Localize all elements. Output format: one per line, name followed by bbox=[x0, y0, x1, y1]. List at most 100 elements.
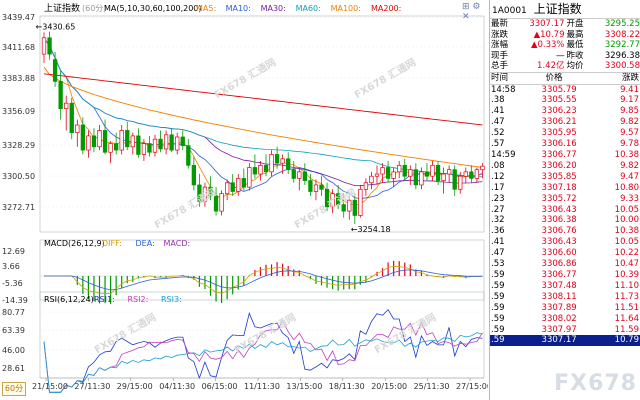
tick-price: 3306.60 bbox=[541, 248, 577, 259]
tick-row[interactable]: .32 3306.38 10.00 bbox=[490, 215, 640, 226]
settings-icon[interactable]: ⚙ bbox=[472, 2, 481, 12]
period-button[interactable]: 60分 bbox=[2, 382, 26, 396]
macd-axis-label: 12.69 bbox=[2, 247, 25, 256]
tick-time: .41 bbox=[491, 237, 505, 248]
tick-row[interactable]: .47 3306.21 9.82 bbox=[490, 117, 640, 128]
rsi-legend-item: RSI3: bbox=[161, 295, 182, 304]
candle-body bbox=[413, 169, 418, 186]
rsi1-line bbox=[43, 308, 483, 393]
time-axis-label: 06/15:00 bbox=[202, 382, 238, 391]
tick-row[interactable]: .59 3308.11 11.73 bbox=[490, 292, 640, 303]
ma-legend-item: MA60: bbox=[296, 4, 321, 13]
tick-row[interactable]: .41 3306.43 10.05 bbox=[490, 237, 640, 248]
symbol-code: 1A0001 bbox=[492, 6, 527, 16]
kline-chart-pane[interactable]: 上证指数 (60分) MA(5,10,30,60,100,200) MA5: MA10:… bbox=[0, 0, 488, 400]
candle-body bbox=[175, 136, 180, 151]
price-axis-label: 3383.88 bbox=[2, 74, 35, 83]
quote-row: 涨跌 ▲10.79 最高 3308.22 bbox=[490, 30, 640, 41]
tick-row[interactable]: .59 3307.97 11.59 bbox=[490, 325, 640, 336]
ma100-line bbox=[43, 66, 483, 168]
tick-change: 10.80 bbox=[614, 182, 639, 193]
candle-body bbox=[363, 182, 369, 190]
tick-price: 3307.89 bbox=[541, 302, 577, 313]
tick-row[interactable]: .59 3308.02 11.64 bbox=[490, 314, 640, 325]
rsi-axis-label: 80.77 bbox=[2, 308, 25, 317]
tick-time: .32 bbox=[491, 215, 505, 226]
time-axis-label: 21/15:00 bbox=[32, 382, 68, 391]
candle-body bbox=[347, 199, 352, 212]
quote-row: 涨幅 ▲0.33% 最低 3292.77 bbox=[490, 40, 640, 51]
candle-body bbox=[441, 173, 446, 181]
tick-row[interactable]: .59 3307.48 11.10 bbox=[490, 281, 640, 292]
symbol-name: 上证指数 bbox=[533, 2, 582, 16]
tick-time: .27 bbox=[491, 204, 505, 215]
rsi-legend-item: RSI1: bbox=[94, 295, 115, 304]
tick-price: 3305.85 bbox=[541, 171, 577, 182]
tick-row[interactable]: 14:59 3306.77 10.38 bbox=[490, 150, 640, 161]
candle-body bbox=[336, 193, 341, 205]
tick-list[interactable]: 14:58 3305.79 9.41 .38 3305.55 9.17 .41 3306.23… bbox=[490, 85, 640, 347]
candle-body bbox=[202, 186, 208, 202]
tick-time: .59 bbox=[491, 269, 505, 280]
tick-row[interactable]: .12 3305.85 9.47 bbox=[490, 172, 640, 183]
candle-body bbox=[408, 169, 413, 177]
tick-price: 3306.76 bbox=[541, 226, 577, 237]
tick-row[interactable]: .59 3307.89 11.51 bbox=[490, 303, 640, 314]
tick-price: 3306.86 bbox=[541, 259, 577, 270]
time-axis-label: 27/15:00 bbox=[456, 382, 488, 391]
tick-row[interactable]: .57 3306.16 9.78 bbox=[490, 139, 640, 150]
tick-row[interactable]: .17 3307.18 10.80 bbox=[490, 183, 640, 194]
tick-price: 3307.48 bbox=[541, 280, 577, 291]
tick-change: 9.47 bbox=[620, 171, 639, 182]
tick-price: 3305.72 bbox=[541, 193, 577, 204]
brand-watermark: FX678 bbox=[554, 371, 637, 396]
tick-time: .59 bbox=[491, 302, 505, 313]
rsi-axis-label: 46.00 bbox=[2, 346, 25, 355]
candle-body bbox=[41, 37, 47, 55]
tick-row[interactable]: .53 3306.86 10.47 bbox=[490, 259, 640, 270]
tick-row[interactable]: .08 3306.20 9.82 bbox=[490, 161, 640, 172]
candle-body bbox=[47, 37, 52, 55]
candle-body bbox=[463, 171, 468, 177]
tick-row[interactable]: .23 3305.72 9.33 bbox=[490, 194, 640, 205]
time-axis-label: 27/11:30 bbox=[74, 382, 110, 391]
tick-time: .12 bbox=[491, 171, 505, 182]
low-annotation: ←3254.18 bbox=[351, 225, 391, 234]
candle-body bbox=[125, 130, 130, 148]
tick-row[interactable]: .38 3305.55 9.17 bbox=[490, 95, 640, 106]
candle-body bbox=[430, 164, 435, 177]
quote-value: 3307.17 bbox=[529, 19, 565, 29]
zoom-icon[interactable]: ⊞ bbox=[462, 2, 470, 12]
candle-body bbox=[169, 134, 174, 151]
quote-value: ▲10.79 bbox=[533, 29, 565, 40]
candle-body bbox=[230, 182, 235, 192]
price-panel-frame bbox=[39, 15, 485, 233]
candle-body bbox=[424, 171, 430, 177]
macd-axis-label: -14.39 bbox=[2, 296, 28, 305]
tick-row[interactable]: .27 3306.43 10.05 bbox=[490, 205, 640, 216]
candle-body bbox=[269, 154, 274, 173]
tick-change: 10.38 bbox=[614, 226, 639, 237]
candle-body bbox=[319, 184, 324, 190]
chart-toolbar-icons[interactable]: ⊞ ⚙ ✕ bbox=[462, 2, 488, 22]
tick-row[interactable]: .52 3305.95 9.57 bbox=[490, 128, 640, 139]
tick-time: .23 bbox=[491, 193, 505, 204]
tick-time: .59 bbox=[491, 324, 505, 335]
tick-row[interactable]: .47 3306.60 10.22 bbox=[490, 248, 640, 259]
tick-row[interactable]: .41 3306.23 9.85 bbox=[490, 106, 640, 117]
quote-row: 最新 3307.17 开盘 3295.25 bbox=[490, 19, 640, 30]
tick-row[interactable]: 14:58 3305.79 9.41 bbox=[490, 85, 640, 96]
tick-header-time: 时间 bbox=[491, 72, 509, 83]
tick-price: 3308.02 bbox=[541, 313, 577, 324]
close-icon[interactable]: ✕ bbox=[462, 12, 470, 22]
tick-time: .47 bbox=[491, 117, 505, 128]
tick-time: .59 bbox=[491, 313, 505, 324]
tick-change: 9.41 bbox=[620, 84, 639, 95]
candle-body bbox=[385, 167, 391, 179]
tick-row[interactable]: .59 3307.17 10.79 bbox=[490, 335, 640, 347]
kline-chart[interactable]: 上证指数 (60分)MA(5,10,30,60,100,200)MA5: MA10:… bbox=[0, 0, 488, 400]
tick-row[interactable]: .36 3306.76 10.38 bbox=[490, 226, 640, 237]
tick-time: .38 bbox=[491, 95, 505, 106]
tick-row[interactable]: .59 3306.77 10.39 bbox=[490, 270, 640, 281]
tick-price: 3306.77 bbox=[541, 150, 577, 160]
